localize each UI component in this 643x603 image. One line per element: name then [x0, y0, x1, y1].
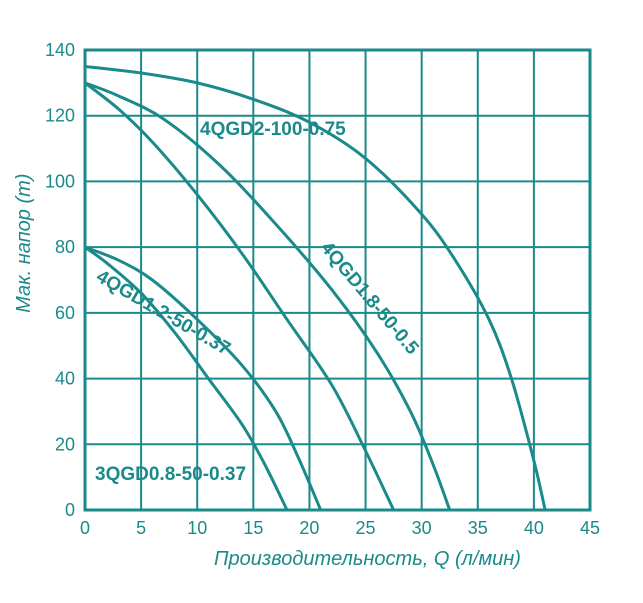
x-tick-label: 40 — [524, 518, 544, 538]
x-tick-label: 20 — [299, 518, 319, 538]
x-tick-label: 35 — [468, 518, 488, 538]
pump-chart: 0 5 10 15 20 25 30 35 40 45 0 20 40 60 80 100 120 140 Прои… — [0, 0, 643, 603]
x-tick-label: 5 — [136, 518, 146, 538]
y-tick-label: 40 — [55, 369, 75, 389]
y-tick-label: 20 — [55, 434, 75, 454]
y-tick-label: 140 — [45, 40, 75, 60]
x-axis-label: Производительность, Q (л/мин) — [214, 548, 521, 570]
chart-canvas: 0 5 10 15 20 25 30 35 40 45 0 20 40 60 80 100 120 140 Прои… — [0, 0, 643, 603]
x-tick-label: 25 — [356, 518, 376, 538]
x-tick-label: 15 — [243, 518, 263, 538]
series-label: 3QGD0.8-50-0.37 — [95, 464, 246, 485]
y-tick-label: 0 — [65, 500, 75, 520]
x-tick-label: 45 — [580, 518, 600, 538]
x-tick-label: 0 — [80, 518, 90, 538]
y-tick-label: 80 — [55, 237, 75, 257]
x-tick-label: 10 — [187, 518, 207, 538]
y-tick-label: 120 — [45, 106, 75, 126]
series-label: 4QGD2-100-0.75 — [200, 119, 346, 140]
y-axis-label: Мак. напор (m) — [13, 174, 35, 313]
y-tick-label: 100 — [45, 171, 75, 191]
y-tick-label: 60 — [55, 303, 75, 323]
x-tick-label: 30 — [412, 518, 432, 538]
